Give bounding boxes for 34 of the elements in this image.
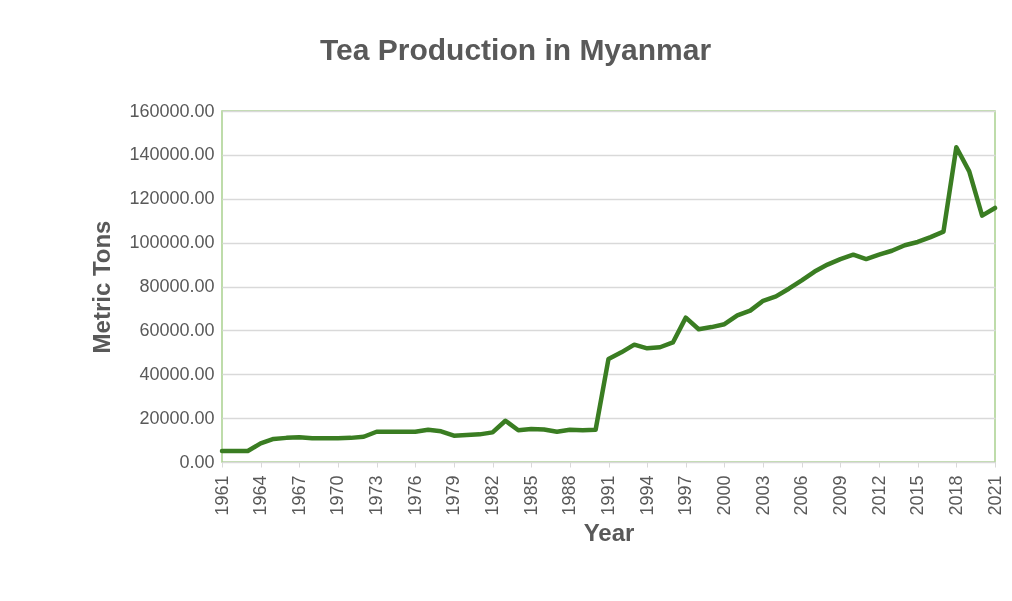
y-axis-title: Metric Tons — [88, 220, 116, 354]
x-tick-label: 1997 — [675, 475, 696, 516]
x-tick-label: 2021 — [984, 475, 1005, 516]
x-tick-label: 1967 — [288, 475, 309, 516]
y-tick-label: 140000.00 — [129, 144, 215, 165]
x-tick-label: 1985 — [520, 475, 541, 516]
x-tick-label: 1979 — [443, 475, 464, 516]
chart-title: Tea Production in Myanmar — [319, 33, 712, 66]
x-tick-label: 1994 — [636, 475, 657, 516]
x-tick-label: 1976 — [404, 475, 425, 516]
x-tick-label: 1991 — [598, 475, 618, 516]
x-tick-label: 1970 — [327, 475, 348, 516]
x-tick-label: 2018 — [945, 475, 966, 516]
x-tick-label: 1973 — [366, 475, 387, 516]
y-tick-label: 100000.00 — [129, 232, 215, 253]
x-tick-label: 1961 — [211, 475, 232, 516]
x-tick-label: 2000 — [713, 475, 734, 516]
x-tick-label: 2015 — [907, 475, 928, 516]
y-tick-label: 120000.00 — [129, 188, 215, 209]
y-tick-label: 20000.00 — [139, 407, 215, 428]
x-tick-label: 2009 — [829, 475, 850, 516]
line-series — [219, 144, 998, 454]
x-axis-title: Year — [583, 518, 635, 546]
x-tick-label: 1988 — [559, 475, 580, 516]
y-tick-label: 60000.00 — [139, 319, 215, 340]
x-tick-label: 2006 — [791, 475, 812, 516]
x-tick-label: 1964 — [250, 475, 271, 516]
x-tick-label: 1982 — [482, 475, 503, 516]
x-tick-label: 2003 — [752, 475, 773, 516]
y-tick-label: 80000.00 — [139, 276, 215, 296]
x-tick-label: 2012 — [868, 475, 889, 516]
y-tick-label: 160000.00 — [129, 100, 215, 121]
y-tick-label: 40000.00 — [139, 363, 215, 384]
y-tick-label: 0.00 — [179, 451, 215, 472]
